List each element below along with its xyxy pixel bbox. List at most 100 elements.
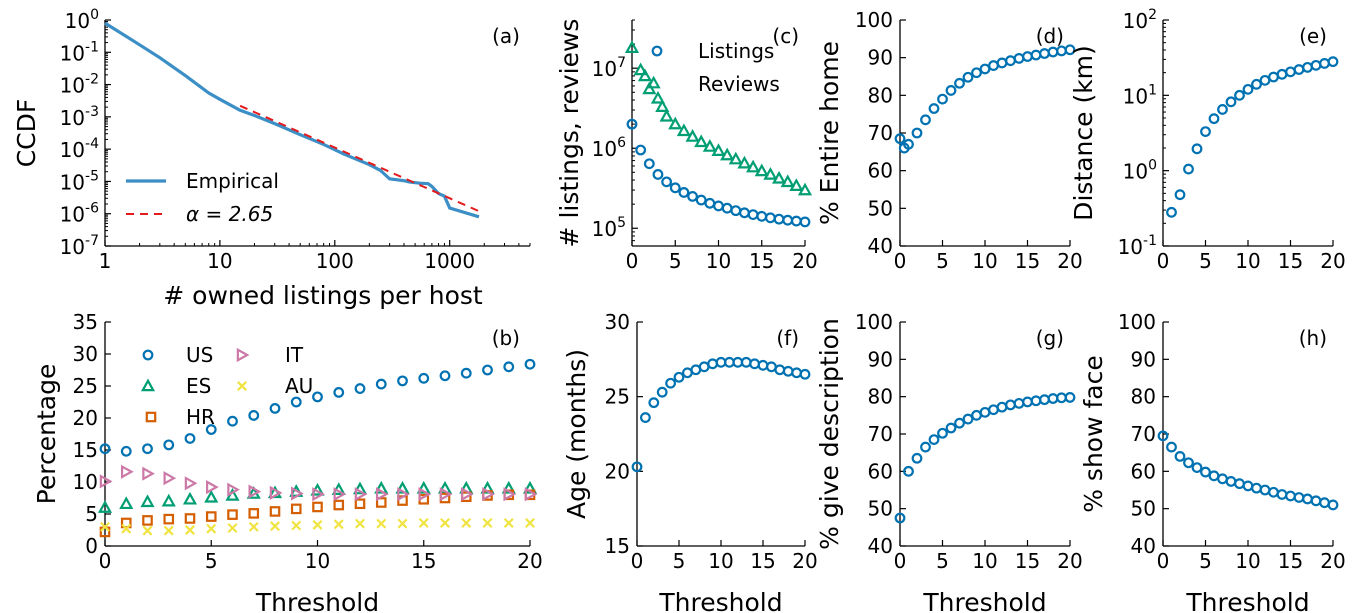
data-point	[352, 481, 368, 495]
data-point	[739, 207, 750, 219]
data-point	[962, 71, 974, 83]
data-point	[99, 443, 111, 455]
y-tick-label: 60	[1131, 459, 1156, 483]
x-tick-label: 5	[673, 549, 686, 573]
data-point	[665, 377, 676, 389]
legend-label: IT	[285, 343, 304, 367]
data-point	[1293, 64, 1305, 75]
data-point	[185, 525, 195, 535]
data-point	[503, 487, 517, 502]
y-axis-label: Age (months)	[562, 349, 591, 519]
data-point	[979, 63, 991, 75]
x-tick-label: 15	[411, 549, 436, 573]
data-point	[1242, 480, 1254, 492]
data-point	[397, 487, 410, 502]
data-point	[440, 517, 450, 528]
data-point	[312, 487, 325, 502]
y-tick-label: 10-4	[60, 136, 100, 162]
y-axis-label: Percentage	[32, 364, 61, 505]
data-point	[631, 461, 643, 473]
y-tick-label: 50	[868, 196, 893, 220]
data-point	[728, 151, 743, 165]
data-point	[227, 523, 238, 534]
data-point	[119, 496, 134, 510]
x-tick-label: 20	[792, 249, 817, 273]
panel-g: 0 5 10 15 20 40 50 60 70 80 90 100 Threshold % give d…	[815, 310, 1083, 613]
data-point	[911, 127, 923, 139]
data-point	[522, 480, 538, 494]
panel-b: 0 5 10 15 2005101520253035ThresholdPercentag…	[32, 310, 543, 613]
x-tick-label: 5	[936, 249, 949, 273]
y-tick-label: 25	[605, 385, 630, 409]
series-0	[1157, 430, 1339, 511]
data-point	[1251, 78, 1262, 90]
x-tick-label: 5	[936, 549, 949, 573]
data-point	[354, 383, 366, 394]
data-point	[1310, 495, 1322, 507]
x-tick-label: 15	[1278, 249, 1303, 273]
legend-label: Reviews	[698, 72, 780, 96]
x-tick-label: 20	[1057, 249, 1082, 273]
x-tick-label: 100	[316, 249, 354, 273]
data-point	[1183, 457, 1194, 469]
data-point	[633, 62, 648, 76]
x-tick-label: 20	[1320, 249, 1345, 273]
y-tick-label: 5	[85, 502, 98, 526]
data-point	[676, 123, 691, 137]
data-point	[416, 480, 431, 494]
data-point	[765, 212, 776, 224]
x-axis-label: Threshold	[658, 588, 782, 613]
data-point	[460, 487, 474, 502]
y-tick-label: 10-3	[60, 104, 99, 130]
data-point	[1013, 397, 1025, 409]
data-point	[503, 361, 515, 373]
data-point	[747, 209, 759, 221]
x-tick-label: 10	[207, 249, 232, 273]
legend-label: α = 2.65	[186, 202, 273, 226]
data-point	[771, 170, 787, 184]
data-point	[1056, 392, 1067, 404]
data-point	[395, 480, 410, 494]
series-empirical	[104, 21, 480, 219]
data-point	[894, 512, 906, 524]
y-tick-label: 15	[73, 438, 98, 462]
panel-h: 0 5 10 15 20 40 50 60 70 80 90 100 Threshold % show f…	[1079, 310, 1346, 613]
panel-tag: (e)	[1299, 24, 1327, 48]
data-point	[1285, 66, 1296, 78]
data-point	[290, 396, 302, 408]
data-point	[163, 471, 177, 486]
data-point	[737, 155, 752, 169]
data-point	[1183, 163, 1194, 175]
data-point	[971, 409, 982, 421]
data-point	[635, 144, 647, 156]
data-point	[205, 480, 219, 495]
data-point	[333, 387, 345, 398]
data-point	[227, 482, 240, 497]
data-point	[1327, 56, 1339, 68]
data-point	[646, 75, 661, 89]
data-point	[937, 93, 948, 105]
data-point	[773, 213, 785, 225]
data-point	[1242, 83, 1254, 95]
panel-tag: (d)	[1036, 24, 1064, 48]
y-tick-label: 100	[65, 7, 99, 33]
data-point	[1276, 489, 1288, 500]
data-point	[668, 116, 683, 130]
data-point	[640, 412, 651, 423]
data-point	[291, 520, 302, 531]
data-point	[1005, 399, 1016, 411]
y-tick-label: 100	[855, 310, 893, 334]
data-point	[1251, 482, 1262, 494]
data-point	[903, 465, 914, 477]
data-point	[704, 197, 716, 209]
data-point	[702, 139, 717, 152]
data-point	[648, 397, 660, 409]
data-point	[1302, 493, 1313, 505]
data-point	[312, 501, 323, 513]
legend-marker	[236, 347, 250, 363]
legend-marker	[142, 349, 154, 361]
x-tick-label: 10	[972, 249, 997, 273]
data-point	[439, 487, 453, 502]
data-point	[894, 133, 906, 145]
data-point	[248, 484, 262, 499]
